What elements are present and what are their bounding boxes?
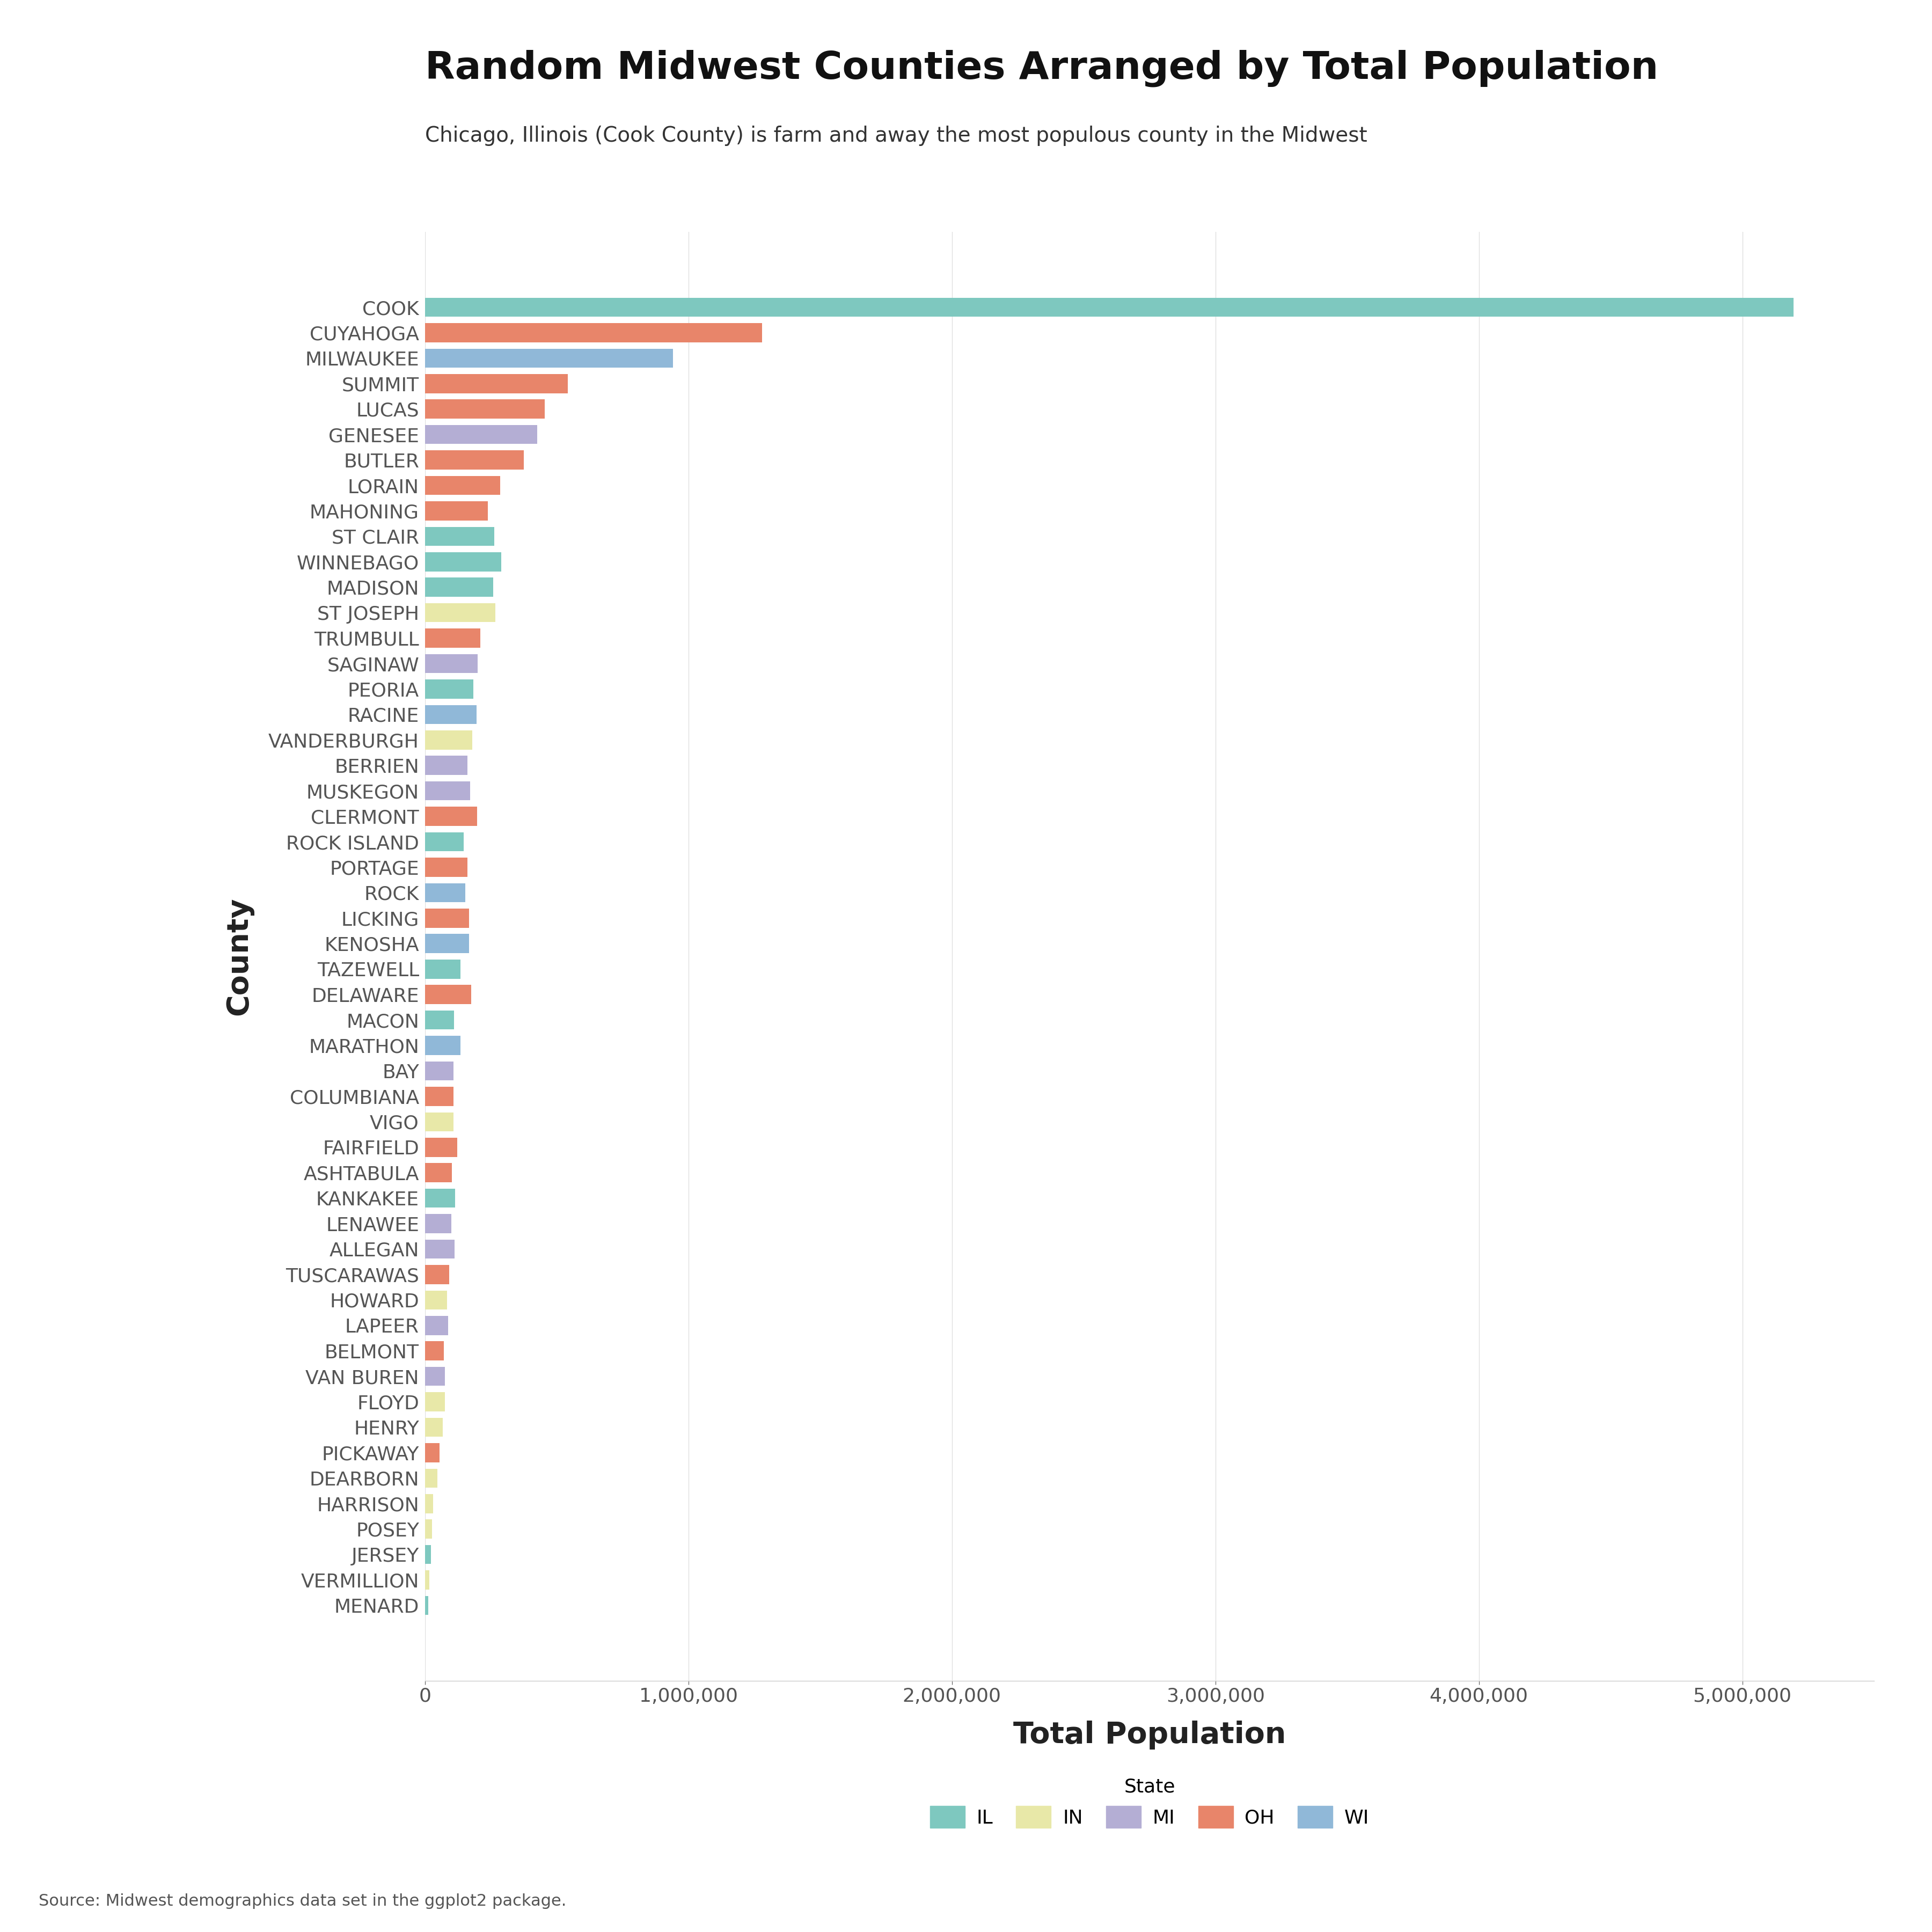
- Bar: [425, 1240, 454, 1258]
- Bar: [425, 883, 466, 902]
- Bar: [425, 960, 460, 980]
- X-axis label: Total Population: Total Population: [1012, 1719, 1287, 1748]
- Bar: [425, 808, 477, 825]
- Bar: [425, 1443, 440, 1463]
- Bar: [425, 985, 471, 1005]
- Bar: [425, 1596, 429, 1615]
- Bar: [425, 475, 500, 495]
- Bar: [425, 1291, 446, 1310]
- Text: Random Midwest Counties Arranged by Total Population: Random Midwest Counties Arranged by Tota…: [425, 50, 1658, 87]
- Bar: [425, 1113, 454, 1132]
- Bar: [425, 553, 500, 572]
- Bar: [425, 1393, 444, 1412]
- Bar: [425, 1010, 454, 1030]
- Bar: [425, 1265, 450, 1285]
- Bar: [425, 1213, 452, 1233]
- Bar: [425, 680, 473, 699]
- Bar: [425, 833, 464, 852]
- Bar: [425, 1036, 460, 1055]
- Bar: [425, 1520, 433, 1538]
- Text: Chicago, Illinois (Cook County) is farm and away the most populous county in the: Chicago, Illinois (Cook County) is farm …: [425, 126, 1368, 147]
- Bar: [425, 1493, 433, 1513]
- Bar: [425, 705, 477, 724]
- Bar: [425, 1138, 458, 1157]
- Bar: [425, 375, 568, 392]
- Bar: [425, 323, 763, 342]
- Bar: [425, 1571, 429, 1590]
- Bar: [425, 400, 545, 419]
- Bar: [425, 1546, 431, 1565]
- Bar: [425, 298, 1793, 317]
- Bar: [425, 348, 672, 367]
- Bar: [425, 781, 469, 800]
- Bar: [425, 908, 469, 927]
- Text: Source: Midwest demographics data set in the ggplot2 package.: Source: Midwest demographics data set in…: [39, 1893, 566, 1909]
- Bar: [425, 1188, 454, 1208]
- Bar: [425, 527, 495, 547]
- Bar: [425, 933, 469, 952]
- Bar: [425, 628, 481, 647]
- Bar: [425, 1163, 452, 1182]
- Bar: [425, 655, 477, 672]
- Bar: [425, 500, 489, 520]
- Bar: [425, 1366, 444, 1385]
- Legend: IL, IN, MI, OH, WI: IL, IN, MI, OH, WI: [920, 1768, 1379, 1837]
- Bar: [425, 1061, 454, 1080]
- Bar: [425, 1316, 448, 1335]
- Bar: [425, 425, 537, 444]
- Bar: [425, 1468, 437, 1488]
- Bar: [425, 578, 493, 597]
- Bar: [425, 730, 473, 750]
- Bar: [425, 450, 524, 469]
- Bar: [425, 1088, 454, 1105]
- Bar: [425, 1418, 442, 1437]
- Bar: [425, 1341, 444, 1360]
- Bar: [425, 603, 495, 622]
- Bar: [425, 755, 468, 775]
- Bar: [425, 858, 468, 877]
- Y-axis label: County: County: [224, 896, 253, 1016]
